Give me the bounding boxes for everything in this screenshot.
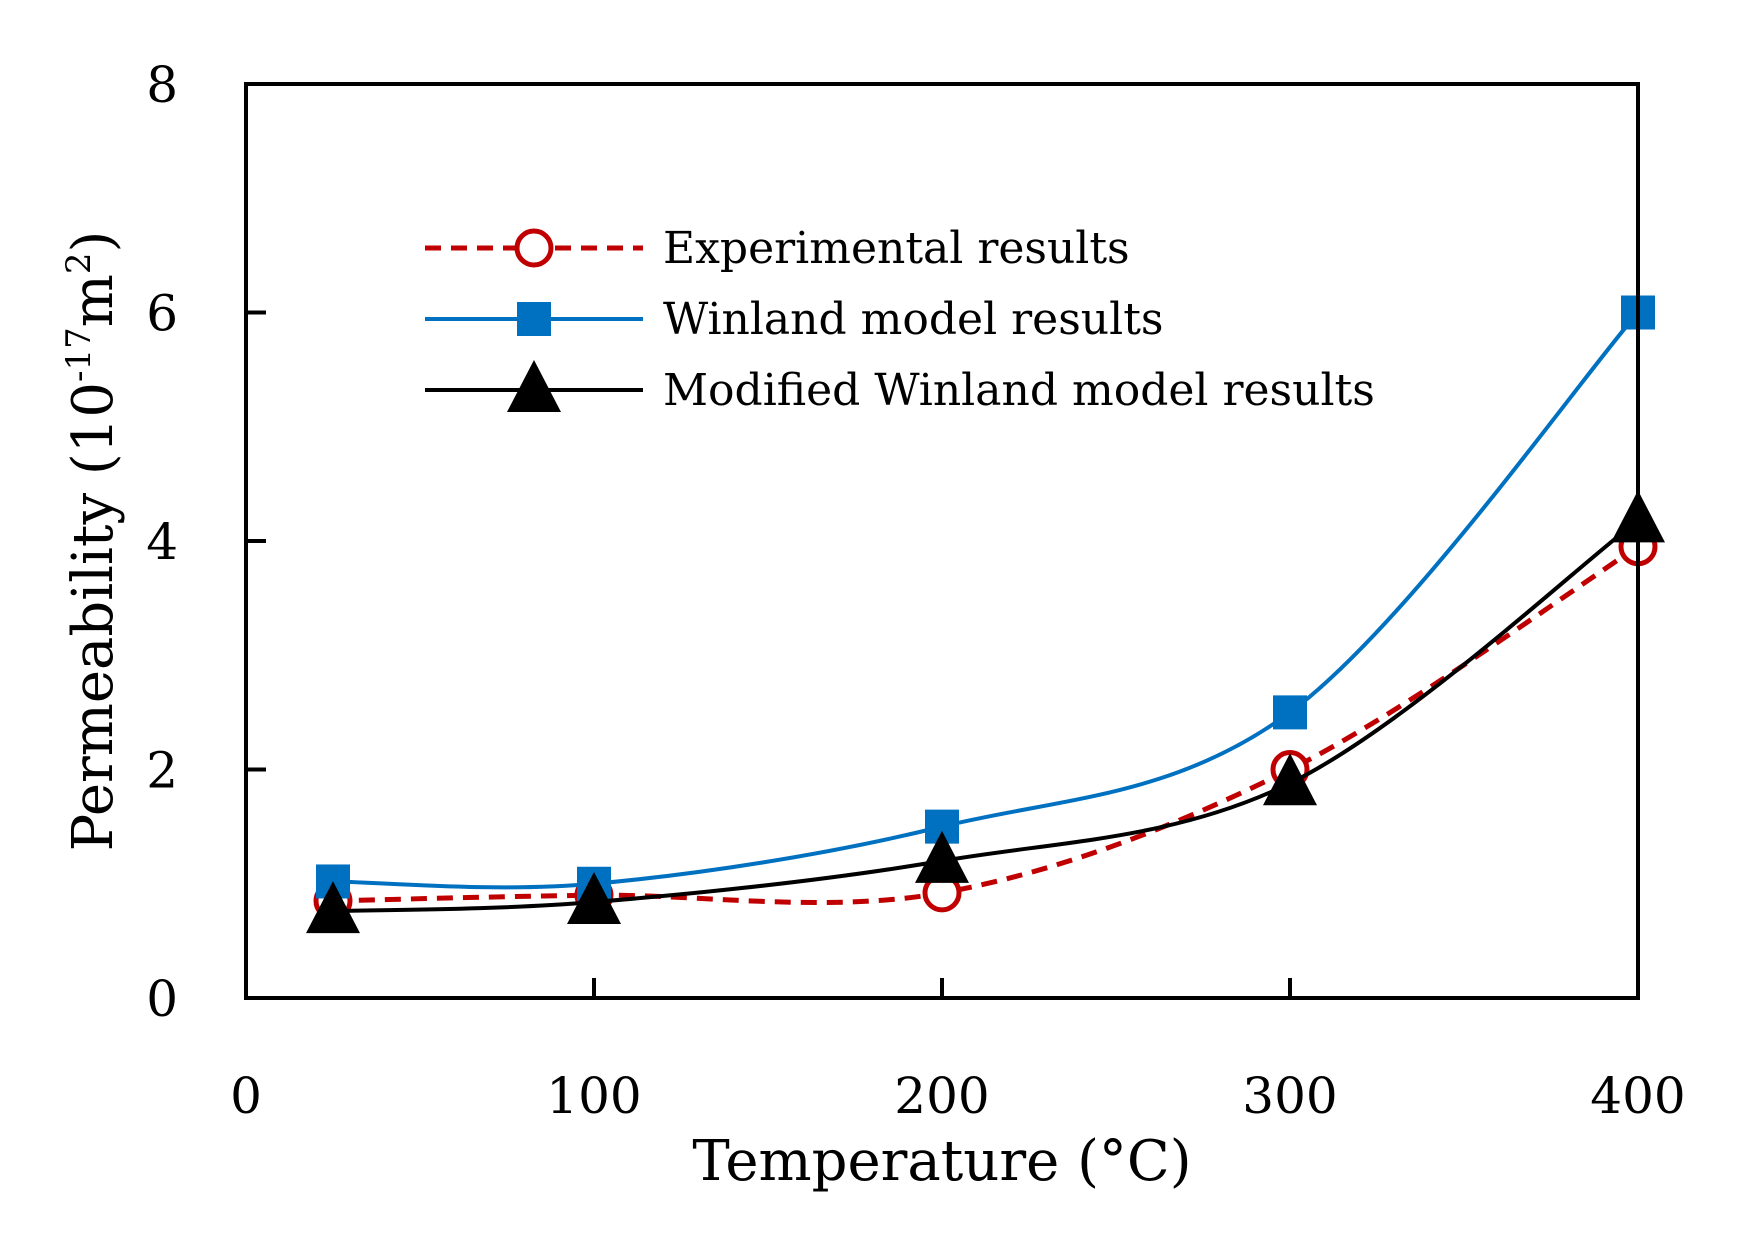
y-tick-label: 0 <box>146 970 178 1028</box>
series-line-winland <box>332 311 1640 890</box>
axis-ticks: 0 100 200 300 400 0 2 4 6 8 <box>146 56 1686 1125</box>
data-point-modified-winland <box>1263 753 1317 806</box>
y-axis-title-exponent: -17 <box>59 327 99 382</box>
y-axis-title: Permeability (10-17m2) <box>59 231 126 852</box>
legend-label-winland: Winland model results <box>663 294 1163 345</box>
y-tick-label: 2 <box>146 742 178 800</box>
series-line-experimental <box>332 544 1640 905</box>
y-axis-title-unit: m <box>61 274 126 327</box>
series-line-modified-winland <box>332 518 1640 914</box>
y-axis-title-close: ) <box>61 231 126 253</box>
y-axis-title-unit-exponent: 2 <box>59 253 99 275</box>
x-tick-label: 0 <box>230 1067 262 1125</box>
data-point-winland <box>1273 695 1307 730</box>
y-tick-label: 6 <box>146 285 178 343</box>
data-point-modified-winland <box>306 881 360 934</box>
series-layer <box>306 295 1665 934</box>
legend-marker-modified-winland <box>507 360 561 412</box>
series-experimental <box>313 527 1658 921</box>
data-point-modified-winland <box>915 830 969 883</box>
series-modified-winland <box>306 490 1665 934</box>
legend: Experimental results Winland model result… <box>425 223 1375 416</box>
legend-label-modified-winland: Modified Winland model results <box>663 365 1375 416</box>
legend-marker-experimental <box>514 228 554 268</box>
x-tick-label: 100 <box>546 1067 641 1125</box>
legend-marker-winland <box>517 302 551 336</box>
y-tick-label: 4 <box>146 513 178 571</box>
data-point-modified-winland <box>567 872 621 925</box>
x-tick-label: 200 <box>894 1067 989 1125</box>
legend-label-experimental: Experimental results <box>663 223 1130 274</box>
x-axis-title: Temperature (°C) <box>692 1129 1191 1194</box>
y-axis-title-main: Permeability (10 <box>61 382 126 851</box>
x-tick-label: 400 <box>1590 1067 1685 1125</box>
x-tick-label: 300 <box>1242 1067 1337 1125</box>
y-tick-label: 8 <box>146 56 178 114</box>
